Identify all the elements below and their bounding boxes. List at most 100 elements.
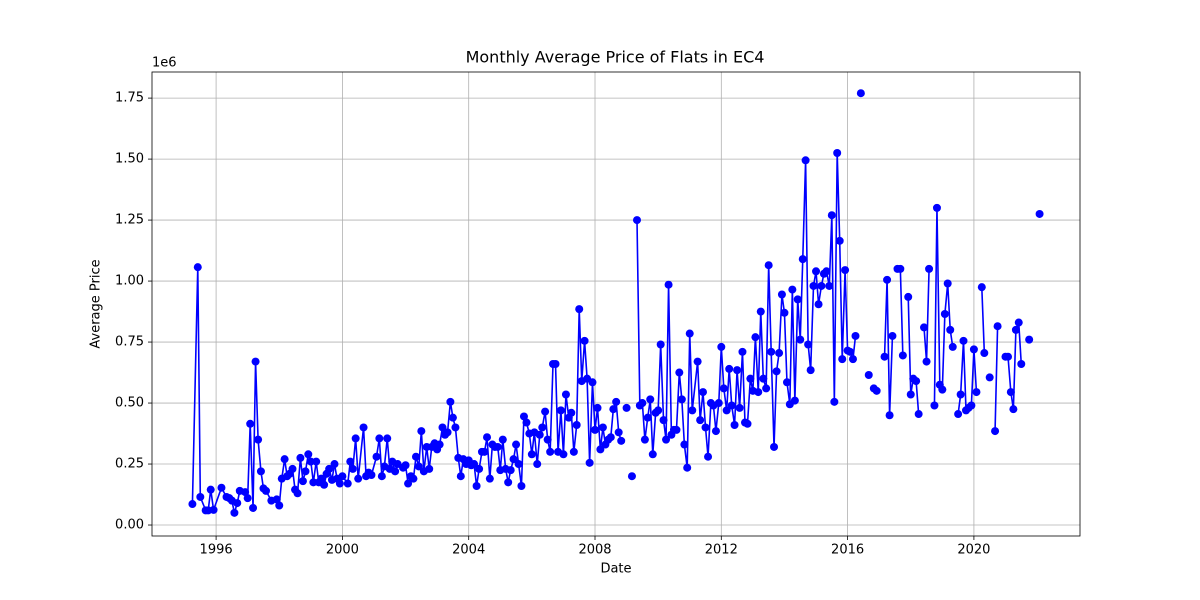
marker [920, 323, 929, 332]
marker [438, 423, 447, 432]
marker [938, 385, 947, 394]
marker [377, 472, 386, 481]
marker [401, 461, 410, 470]
marker [598, 423, 607, 432]
marker [301, 467, 310, 476]
marker [738, 347, 747, 356]
plot-area [188, 89, 1044, 517]
marker [1035, 209, 1044, 218]
marker [320, 480, 329, 489]
marker [930, 401, 939, 410]
marker [790, 396, 799, 405]
marker [827, 211, 836, 220]
marker [417, 427, 426, 436]
marker [640, 435, 649, 444]
marker [317, 474, 326, 483]
marker [788, 285, 797, 294]
marker [848, 355, 857, 364]
marker [288, 464, 297, 473]
marker [533, 460, 542, 469]
marker [888, 331, 897, 340]
marker [722, 406, 731, 415]
marker [256, 467, 265, 476]
marker [330, 460, 339, 469]
marker [698, 388, 707, 397]
marker [448, 413, 457, 422]
marker [206, 485, 215, 494]
marker [672, 425, 681, 434]
marker [359, 423, 368, 432]
marker [864, 370, 873, 379]
marker [782, 378, 791, 387]
marker [830, 397, 839, 406]
marker [519, 412, 528, 421]
marker [943, 279, 952, 288]
marker [280, 455, 289, 464]
marker [704, 452, 713, 461]
marker [809, 281, 818, 290]
marker [812, 267, 821, 276]
marker [546, 447, 555, 456]
offset-text: 1e6 [152, 56, 177, 71]
y-tick-label: 0.50 [115, 396, 144, 411]
marker [612, 397, 621, 406]
marker [609, 405, 618, 414]
marker [733, 366, 742, 375]
marker [632, 216, 641, 225]
marker [1014, 318, 1023, 327]
marker [561, 390, 570, 399]
marker [338, 472, 347, 481]
marker [775, 349, 784, 358]
marker [835, 236, 844, 245]
marker [896, 264, 905, 273]
marker [841, 266, 850, 275]
marker [872, 386, 881, 395]
marker [506, 466, 515, 475]
marker [846, 347, 855, 356]
marker [1009, 405, 1018, 414]
marker [538, 423, 547, 432]
marker [251, 357, 260, 366]
marker [372, 452, 381, 461]
marker [925, 264, 934, 273]
marker [956, 390, 965, 399]
marker [912, 377, 921, 386]
marker [443, 428, 452, 437]
marker [932, 203, 941, 212]
marker [838, 355, 847, 364]
x-tick-label: 2004 [452, 543, 485, 558]
marker [643, 413, 652, 422]
marker [993, 322, 1002, 331]
marker [759, 374, 768, 383]
marker [980, 349, 989, 358]
marker [572, 421, 581, 430]
marker [451, 423, 460, 432]
y-axis-label: Average Price [89, 259, 104, 348]
marker [409, 474, 418, 483]
marker [701, 423, 710, 432]
marker [472, 481, 481, 490]
marker [233, 499, 242, 508]
marker [675, 368, 684, 377]
marker [569, 447, 578, 456]
marker [1017, 360, 1026, 369]
marker [664, 280, 673, 289]
marker [593, 403, 602, 412]
marker [654, 406, 663, 415]
marker [880, 352, 889, 361]
marker [714, 399, 723, 408]
marker [885, 411, 894, 420]
marker [304, 450, 313, 459]
marker [522, 418, 531, 427]
marker [527, 450, 536, 459]
marker [498, 435, 507, 444]
x-tick-label: 2020 [957, 543, 990, 558]
marker [1025, 335, 1034, 344]
marker [493, 442, 502, 451]
x-tick-label: 2012 [705, 543, 738, 558]
marker [954, 410, 963, 419]
marker [298, 477, 307, 486]
marker [851, 331, 860, 340]
marker [614, 428, 623, 437]
